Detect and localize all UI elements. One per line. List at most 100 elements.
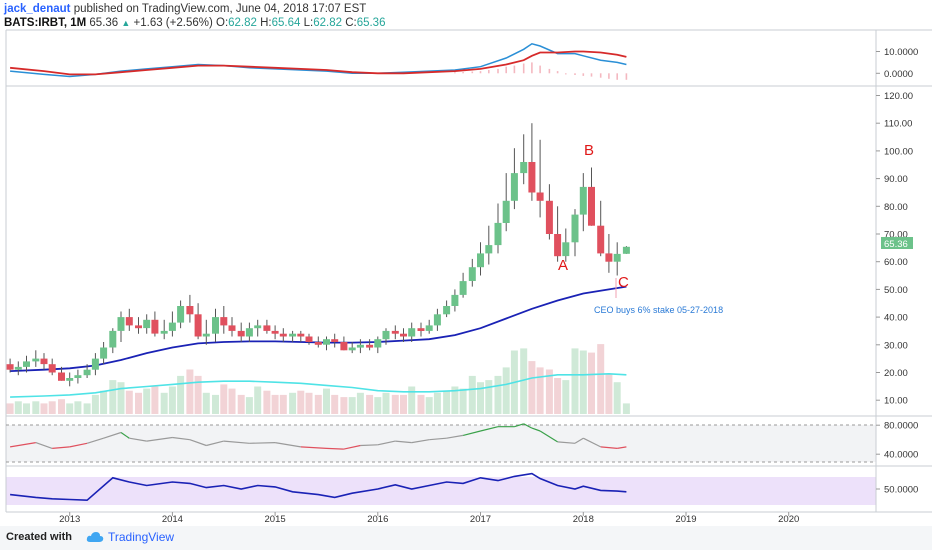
macd-histogram-bar xyxy=(599,73,602,78)
rsi-line-segment xyxy=(146,436,173,442)
macd-histogram-bar xyxy=(548,68,551,74)
volume-bar xyxy=(263,390,271,414)
volume-bar xyxy=(554,378,562,414)
price-axis-tick-label: 50.00 xyxy=(884,285,908,296)
macd-histogram-bar xyxy=(616,73,618,80)
last-price-tag: 65.36 xyxy=(881,237,913,250)
volume-bar xyxy=(613,382,621,414)
last-price: 65.36 xyxy=(89,17,119,29)
candle-body xyxy=(477,253,484,268)
volume-bar xyxy=(135,392,142,414)
volume-bar xyxy=(468,375,476,414)
rsi-line-segment xyxy=(523,423,533,429)
candle-body xyxy=(588,186,595,226)
candle-body xyxy=(177,306,185,323)
volume-bar xyxy=(74,401,82,414)
tradingview-cloud-icon xyxy=(86,532,104,542)
wave-label-c: C xyxy=(618,274,629,291)
up-triangle-icon: ▲ xyxy=(121,18,131,28)
tradingview-brand-link[interactable]: TradingView xyxy=(108,530,175,544)
volume-bar xyxy=(356,392,364,414)
candle-body xyxy=(279,333,287,337)
candle-body xyxy=(202,333,210,337)
volume-bar xyxy=(494,375,502,414)
price-axis-tick-label: 10.00 xyxy=(884,396,908,407)
volume-bar xyxy=(571,348,579,414)
volume-bar xyxy=(66,403,74,414)
volume-bar xyxy=(579,350,587,414)
oscillator-line xyxy=(10,472,627,502)
volume-bar xyxy=(289,392,297,414)
candle-body xyxy=(74,375,82,378)
candle-body xyxy=(331,339,339,342)
macd-axis-tick-label: 10.0000 xyxy=(884,47,918,58)
volume-bar xyxy=(331,394,339,414)
macd-histogram-bar xyxy=(505,66,507,74)
close-label: C: xyxy=(345,17,357,29)
low-label: L: xyxy=(303,17,314,29)
volume-bar xyxy=(220,384,228,414)
high-value: 65.64 xyxy=(271,17,301,29)
candle-body xyxy=(117,317,125,331)
candlestick-layer xyxy=(6,123,630,387)
price-axis-tick-label: 70.00 xyxy=(884,230,908,241)
candle-body xyxy=(613,253,621,262)
volume-bar xyxy=(83,403,91,414)
candle-body xyxy=(502,200,510,223)
volume-bar xyxy=(151,386,159,414)
volume-bar xyxy=(391,394,399,414)
candle-body xyxy=(366,344,374,348)
candle-body xyxy=(109,330,117,348)
candle-body xyxy=(66,378,74,381)
rsi-line-segment xyxy=(172,436,190,441)
candle-body xyxy=(545,200,553,234)
volume-bar xyxy=(485,380,493,414)
header-row-publisher: jack_denaut published on TradingView.com… xyxy=(4,2,385,16)
candle-body xyxy=(228,325,236,331)
macd-histogram-bar xyxy=(479,71,482,74)
candle-body xyxy=(510,173,518,201)
volume-bar xyxy=(160,392,168,414)
volume-bar xyxy=(374,397,382,414)
candle-body xyxy=(220,317,228,326)
candle-body xyxy=(40,358,48,365)
candle-body xyxy=(382,330,390,340)
author-link[interactable]: jack_denaut xyxy=(4,3,71,15)
rsi-axis-tick-label: 80.0000 xyxy=(884,421,918,432)
candle-body xyxy=(23,361,30,367)
volume-bar xyxy=(443,390,451,414)
symbol-label[interactable]: BATS:IRBT, 1M xyxy=(4,17,87,29)
volume-bar xyxy=(32,401,40,414)
macd-histogram-bar xyxy=(608,73,610,79)
macd-histogram-bar xyxy=(522,63,525,74)
volume-moving-average-line xyxy=(10,372,627,398)
volume-bar xyxy=(340,397,348,414)
volume-bar xyxy=(588,352,595,414)
header-row-quote: BATS:IRBT, 1M 65.36 ▲ +1.63 (+2.56%) O:6… xyxy=(4,16,385,30)
candle-body xyxy=(579,186,587,215)
candle-body xyxy=(562,242,570,257)
candle-body xyxy=(125,317,133,326)
candle-body xyxy=(305,336,313,342)
last-price-label: 65.36 xyxy=(884,239,908,250)
volume-bar xyxy=(109,380,117,414)
volume-bar xyxy=(91,394,99,414)
rsi-axis-tick-label: 40.0000 xyxy=(884,450,918,461)
rsi-line-segment xyxy=(35,442,53,449)
rsi-line-segment xyxy=(103,431,122,439)
panel-frames xyxy=(5,29,932,513)
candle-body xyxy=(194,314,202,337)
macd-histogram-bar xyxy=(462,72,464,74)
x-axis-tick-label: 2019 xyxy=(675,514,696,525)
price-change: +1.63 (+2.56%) xyxy=(133,17,213,29)
macd-signal-line xyxy=(10,50,627,76)
rsi-line-segment xyxy=(557,441,576,444)
rsi-line-segment xyxy=(395,440,412,444)
macd-histogram-bar xyxy=(582,73,585,76)
candle-body xyxy=(597,225,605,254)
candle-body xyxy=(237,330,245,337)
candle-body xyxy=(391,330,399,334)
x-axis-tick-label: 2018 xyxy=(573,514,594,525)
rsi-line-segment xyxy=(86,437,104,444)
volume-bar xyxy=(348,397,356,414)
